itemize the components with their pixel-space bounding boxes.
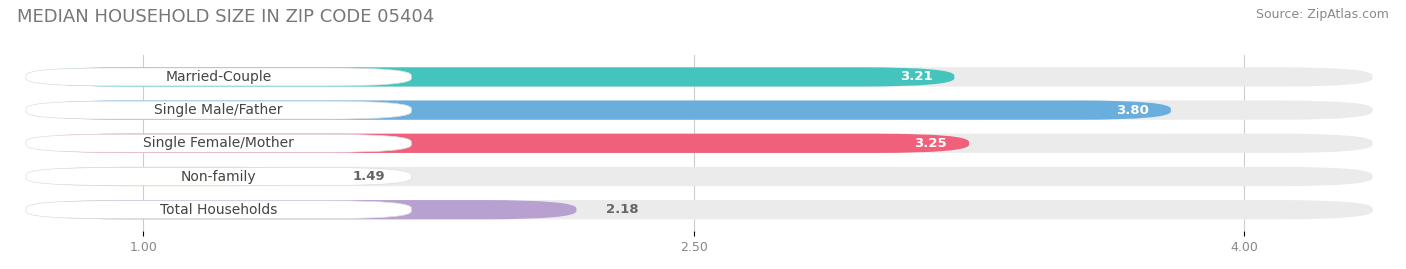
FancyBboxPatch shape <box>25 101 412 119</box>
Text: 3.21: 3.21 <box>900 70 932 83</box>
FancyBboxPatch shape <box>25 134 412 152</box>
Text: 3.25: 3.25 <box>914 137 948 150</box>
FancyBboxPatch shape <box>34 134 969 153</box>
FancyBboxPatch shape <box>34 200 1372 219</box>
Text: MEDIAN HOUSEHOLD SIZE IN ZIP CODE 05404: MEDIAN HOUSEHOLD SIZE IN ZIP CODE 05404 <box>17 8 434 26</box>
Text: 1.49: 1.49 <box>353 170 385 183</box>
Text: Married-Couple: Married-Couple <box>166 70 271 84</box>
FancyBboxPatch shape <box>34 67 955 87</box>
FancyBboxPatch shape <box>25 201 412 219</box>
FancyBboxPatch shape <box>25 168 412 185</box>
Text: Single Male/Father: Single Male/Father <box>155 103 283 117</box>
FancyBboxPatch shape <box>34 134 1372 153</box>
FancyBboxPatch shape <box>34 200 576 219</box>
Text: Total Households: Total Households <box>160 203 277 217</box>
FancyBboxPatch shape <box>34 167 1372 186</box>
FancyBboxPatch shape <box>34 67 1372 87</box>
Text: 3.80: 3.80 <box>1116 104 1149 117</box>
FancyBboxPatch shape <box>34 101 1171 120</box>
Text: Single Female/Mother: Single Female/Mother <box>143 136 294 150</box>
FancyBboxPatch shape <box>34 101 1372 120</box>
FancyBboxPatch shape <box>25 68 412 86</box>
Text: Non-family: Non-family <box>181 169 256 183</box>
Text: 2.18: 2.18 <box>606 203 638 216</box>
FancyBboxPatch shape <box>34 167 323 186</box>
Text: Source: ZipAtlas.com: Source: ZipAtlas.com <box>1256 8 1389 21</box>
